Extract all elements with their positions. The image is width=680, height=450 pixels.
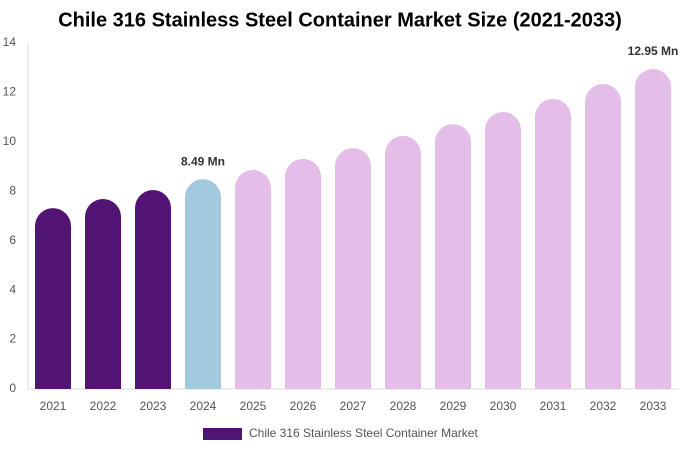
y-tick-label: 0 — [9, 381, 16, 395]
x-tick-label: 2028 — [390, 399, 417, 413]
value-label: 8.49 Mn — [181, 154, 225, 168]
x-tick-label: 2023 — [140, 399, 167, 413]
x-tick-label: 2027 — [340, 399, 367, 413]
x-tick-label: 2029 — [440, 399, 467, 413]
bar — [35, 208, 71, 389]
legend-swatch — [203, 428, 242, 440]
y-tick-label: 12 — [3, 85, 17, 99]
bar — [235, 170, 271, 389]
x-tick-label: 2021 — [40, 399, 67, 413]
x-tick-label: 2033 — [640, 399, 667, 413]
x-tick-label: 2026 — [290, 399, 317, 413]
bar — [285, 158, 321, 389]
x-tick-label: 2024 — [190, 399, 217, 413]
bar — [435, 124, 471, 389]
x-tick-label: 2032 — [590, 399, 617, 413]
bar — [385, 135, 421, 389]
bar — [485, 111, 521, 390]
bar — [85, 198, 121, 389]
x-tick-label: 2022 — [90, 399, 117, 413]
y-tick-label: 4 — [9, 282, 16, 296]
y-tick-label: 14 — [3, 35, 17, 49]
y-tick-label: 2 — [9, 332, 16, 346]
y-tick-label: 6 — [9, 233, 16, 247]
x-tick-label: 2030 — [490, 399, 517, 413]
x-tick-label: 2025 — [240, 399, 267, 413]
bar — [135, 190, 171, 389]
bar — [535, 98, 571, 390]
value-label: 12.95 Mn — [628, 44, 679, 58]
bar — [185, 179, 221, 389]
bar — [335, 148, 371, 389]
y-tick-label: 10 — [3, 134, 17, 148]
bar — [585, 84, 621, 390]
y-tick-label: 8 — [9, 183, 16, 197]
chart-title: Chile 316 Stainless Steel Container Mark… — [58, 9, 622, 31]
legend-label: Chile 316 Stainless Steel Container Mark… — [249, 426, 478, 440]
x-tick-label: 2031 — [540, 399, 567, 413]
bar — [635, 68, 671, 389]
